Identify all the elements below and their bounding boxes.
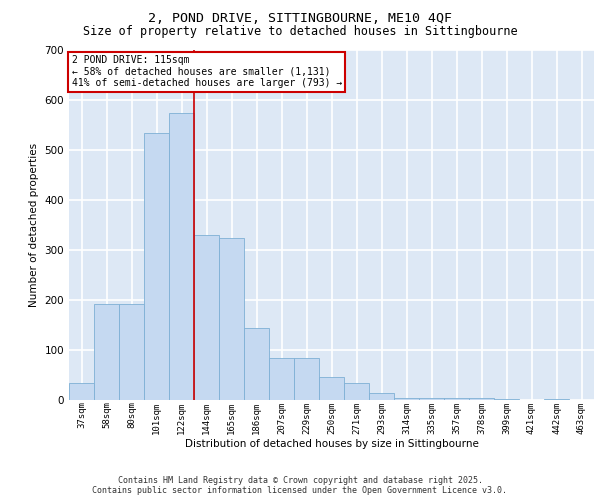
Bar [144,132,169,400]
Bar [444,398,469,400]
Text: 2 POND DRIVE: 115sqm
← 58% of detached houses are smaller (1,131)
41% of semi-de: 2 POND DRIVE: 115sqm ← 58% of detached h… [71,56,342,88]
Bar [494,399,519,400]
Bar [344,382,369,400]
Bar [294,358,319,400]
X-axis label: Distribution of detached houses by size in Sittingbourne: Distribution of detached houses by size … [185,439,478,449]
Bar [369,393,394,400]
Text: 2, POND DRIVE, SITTINGBOURNE, ME10 4QF: 2, POND DRIVE, SITTINGBOURNE, ME10 4QF [148,12,452,26]
Y-axis label: Number of detached properties: Number of detached properties [29,143,39,307]
Bar [169,112,194,400]
Bar [119,304,144,400]
Bar [469,398,494,400]
Bar [269,358,294,400]
Bar [194,235,219,400]
Bar [94,304,119,400]
Bar [69,382,94,400]
Bar [244,328,269,400]
Bar [544,399,569,400]
Bar [219,238,244,400]
Text: Size of property relative to detached houses in Sittingbourne: Size of property relative to detached ho… [83,25,517,38]
Bar [394,398,419,400]
Bar [319,376,344,400]
Text: Contains HM Land Registry data © Crown copyright and database right 2025.
Contai: Contains HM Land Registry data © Crown c… [92,476,508,495]
Bar [419,398,444,400]
